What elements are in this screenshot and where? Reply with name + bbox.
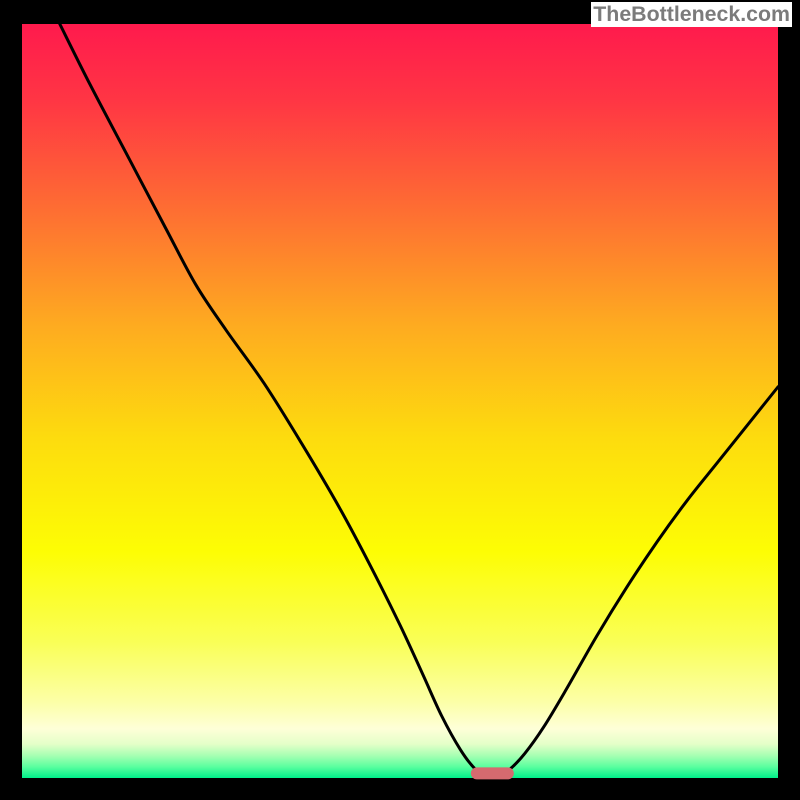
bottleneck-curve xyxy=(60,24,778,776)
plot-area xyxy=(22,24,778,778)
chart-frame: TheBottleneck.com xyxy=(0,0,800,800)
optimal-marker xyxy=(471,768,513,779)
curve-svg xyxy=(22,24,778,780)
attribution-text: TheBottleneck.com xyxy=(591,2,792,27)
